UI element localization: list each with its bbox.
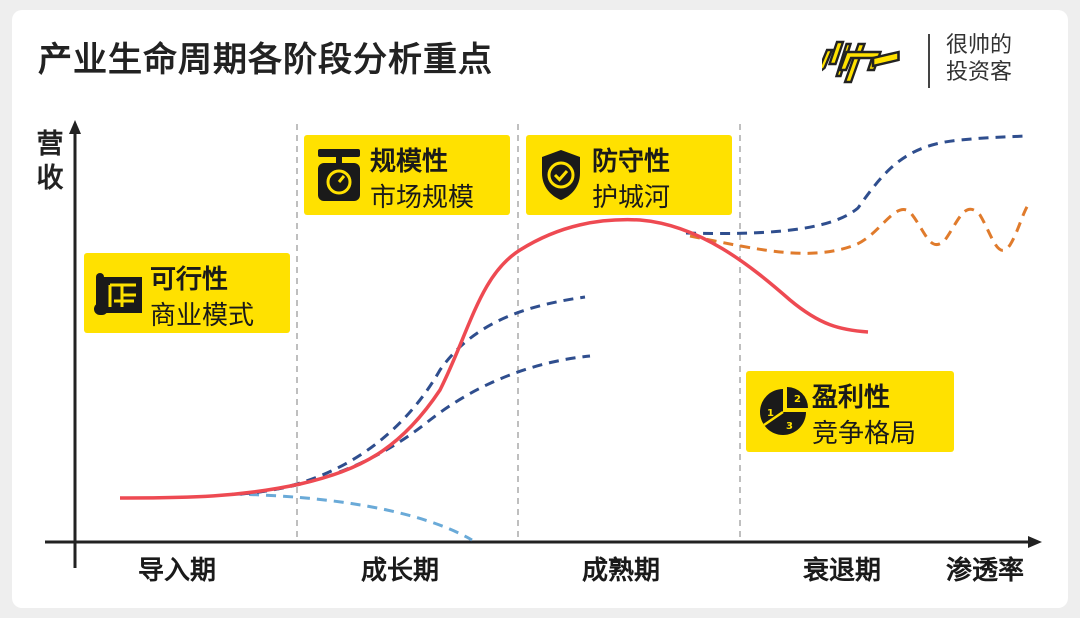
svg-text:1: 1 [767, 408, 774, 419]
x-axis-label: 渗透率 [946, 556, 1025, 586]
scale-icon [318, 149, 360, 201]
growth-alt-curve-upper [239, 295, 586, 496]
shield-check-icon [542, 150, 580, 200]
profit-box: 2 1 3 盈利性 竞争格局 [746, 371, 954, 452]
main-lifecycle-curve [119, 217, 869, 500]
brand-name: 很帅的 投资客 [946, 32, 1012, 86]
defense-box: 防守性 护城河 [526, 135, 732, 215]
blueprint-icon [94, 273, 142, 315]
y-axis-label: 营收 [36, 129, 64, 194]
growth-alt-curve-lower [239, 354, 591, 496]
profit-title: 盈利性 [812, 383, 891, 413]
feasibility-title: 可行性 [150, 265, 229, 295]
fluctuating-curve [689, 204, 1030, 255]
defense-subtitle: 护城河 [592, 183, 671, 213]
brand-divider [928, 34, 930, 88]
phase-label-growth: 成长期 [361, 556, 440, 586]
scale-subtitle: 市场规模 [370, 183, 475, 213]
scale-box: 规模性 市场规模 [304, 135, 510, 215]
svg-text:3: 3 [786, 421, 793, 432]
profit-subtitle: 竞争格局 [812, 419, 917, 449]
renewal-curve [685, 134, 1026, 236]
defense-title: 防守性 [592, 147, 671, 177]
phase-label-decline: 衰退期 [803, 556, 882, 586]
brand-line-1: 很帅的 [946, 33, 1013, 58]
scale-title: 规模性 [370, 147, 449, 177]
svg-text:2: 2 [794, 394, 801, 405]
pie-ranking-icon: 2 1 3 [760, 387, 808, 435]
failure-curve [231, 492, 473, 542]
phase-label-intro: 导入期 [138, 556, 217, 586]
y-axis-arrow [69, 120, 81, 134]
x-axis-arrow [1028, 536, 1042, 548]
shuai-logo-icon [822, 40, 900, 84]
feasibility-box: 可行性 商业模式 [84, 253, 290, 333]
brand-line-2: 投资客 [946, 60, 1013, 85]
page-title: 产业生命周期各阶段分析重点 [38, 40, 493, 80]
phase-label-mature: 成熟期 [582, 556, 661, 586]
feasibility-subtitle: 商业模式 [150, 301, 255, 331]
